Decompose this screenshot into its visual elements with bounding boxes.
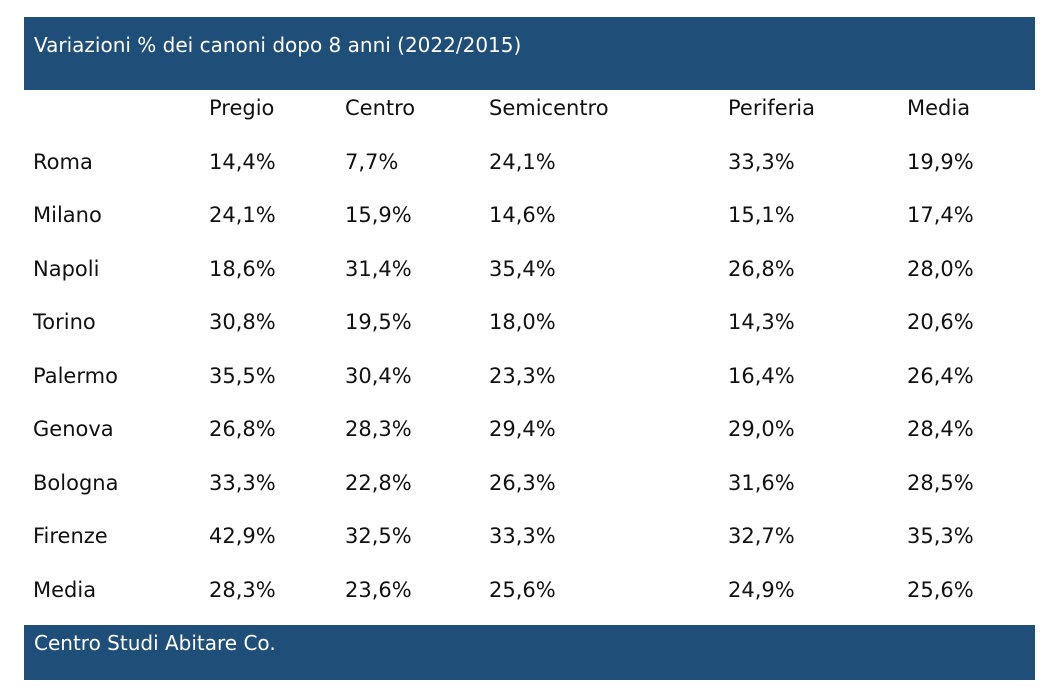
table-cell: 25,6% bbox=[907, 577, 974, 602]
table-cell: 32,5% bbox=[345, 524, 412, 548]
table-cell: 18,0% bbox=[489, 310, 556, 334]
table-cell: 24,9% bbox=[728, 577, 795, 602]
row-label: Milano bbox=[33, 203, 102, 227]
table-cell: 22,8% bbox=[345, 470, 412, 495]
table-cell: 18,6% bbox=[209, 256, 276, 281]
table-cell: 28,3% bbox=[209, 577, 276, 602]
table-cell: 19,9% bbox=[907, 149, 974, 174]
row-label: Bologna bbox=[33, 470, 119, 495]
row-label: Roma bbox=[33, 149, 93, 174]
header-cell-media: Media bbox=[907, 96, 971, 120]
header-cell-centro: Centro bbox=[345, 96, 416, 120]
table-cell: 28,0% bbox=[907, 256, 974, 281]
table-cell: 31,6% bbox=[728, 470, 795, 495]
table-cell: 30,8% bbox=[209, 310, 276, 334]
table-cell: 26,3% bbox=[489, 470, 556, 495]
table-cell: 17,4% bbox=[907, 203, 974, 227]
table-cell: 33,3% bbox=[489, 524, 556, 548]
table-title-band: Variazioni % dei canoni dopo 8 anni (202… bbox=[24, 17, 1035, 90]
header-cell-semicentro: Semicentro bbox=[489, 96, 609, 120]
table-cell: 32,7% bbox=[728, 524, 795, 548]
table-cell: 23,6% bbox=[345, 577, 412, 602]
table-row-milano: Milano 24,1% 15,9% 14,6% 15,1% 17,4% bbox=[24, 197, 1035, 250]
table-cell: 14,3% bbox=[728, 310, 795, 334]
source-credit: Centro Studi Abitare Co. bbox=[34, 631, 276, 655]
table-cell: 28,5% bbox=[907, 470, 974, 495]
table-cell: 35,3% bbox=[907, 524, 974, 548]
table-cell: 15,9% bbox=[345, 203, 412, 227]
table-cell: 7,7% bbox=[345, 149, 399, 174]
table-row-roma: Roma 14,4% 7,7% 24,1% 33,3% 19,9% bbox=[24, 144, 1035, 197]
table-cell: 28,4% bbox=[907, 417, 974, 441]
table-cell: 28,3% bbox=[345, 417, 412, 441]
table-cell: 33,3% bbox=[209, 470, 276, 495]
row-label: Palermo bbox=[33, 363, 118, 388]
table-cell: 35,4% bbox=[489, 256, 556, 281]
table-cell: 26,8% bbox=[209, 417, 276, 441]
table-row-genova: Genova 26,8% 28,3% 29,4% 29,0% 28,4% bbox=[24, 411, 1035, 464]
table-cell: 24,1% bbox=[209, 203, 276, 227]
table-cell: 19,5% bbox=[345, 310, 412, 334]
table-row-media: Media 28,3% 23,6% 25,6% 24,9% 25,6% bbox=[24, 572, 1035, 625]
table-cell: 29,0% bbox=[728, 417, 795, 441]
table-cell: 35,5% bbox=[209, 363, 276, 388]
table-title: Variazioni % dei canoni dopo 8 anni (202… bbox=[34, 33, 522, 57]
table-cell: 31,4% bbox=[345, 256, 412, 281]
table-cell: 14,6% bbox=[489, 203, 556, 227]
table-cell: 42,9% bbox=[209, 524, 276, 548]
table-cell: 16,4% bbox=[728, 363, 795, 388]
header-cell-pregio: Pregio bbox=[209, 96, 275, 120]
source-footer-band: Centro Studi Abitare Co. bbox=[24, 625, 1035, 680]
data-table: Pregio Centro Semicentro Periferia Media… bbox=[24, 90, 1035, 625]
table-cell: 33,3% bbox=[728, 149, 795, 174]
row-label: Torino bbox=[33, 310, 96, 334]
header-cell-periferia: Periferia bbox=[728, 96, 815, 120]
table-cell: 14,4% bbox=[209, 149, 276, 174]
table-cell: 24,1% bbox=[489, 149, 556, 174]
table-cell: 23,3% bbox=[489, 363, 556, 388]
table-cell: 20,6% bbox=[907, 310, 974, 334]
table-header-row: Pregio Centro Semicentro Periferia Media bbox=[24, 90, 1035, 143]
table-cell: 30,4% bbox=[345, 363, 412, 388]
table-row-firenze: Firenze 42,9% 32,5% 33,3% 32,7% 35,3% bbox=[24, 518, 1035, 571]
row-label: Napoli bbox=[33, 256, 100, 281]
table-cell: 25,6% bbox=[489, 577, 556, 602]
table-cell: 15,1% bbox=[728, 203, 795, 227]
table-row-napoli: Napoli 18,6% 31,4% 35,4% 26,8% 28,0% bbox=[24, 251, 1035, 304]
row-label: Firenze bbox=[33, 524, 108, 548]
row-label: Media bbox=[33, 577, 97, 602]
table-row-palermo: Palermo 35,5% 30,4% 23,3% 16,4% 26,4% bbox=[24, 358, 1035, 411]
table-cell: 26,4% bbox=[907, 363, 974, 388]
table-row-torino: Torino 30,8% 19,5% 18,0% 14,3% 20,6% bbox=[24, 304, 1035, 357]
table-row-bologna: Bologna 33,3% 22,8% 26,3% 31,6% 28,5% bbox=[24, 465, 1035, 518]
table-cell: 26,8% bbox=[728, 256, 795, 281]
row-label: Genova bbox=[33, 417, 114, 441]
table-cell: 29,4% bbox=[489, 417, 556, 441]
